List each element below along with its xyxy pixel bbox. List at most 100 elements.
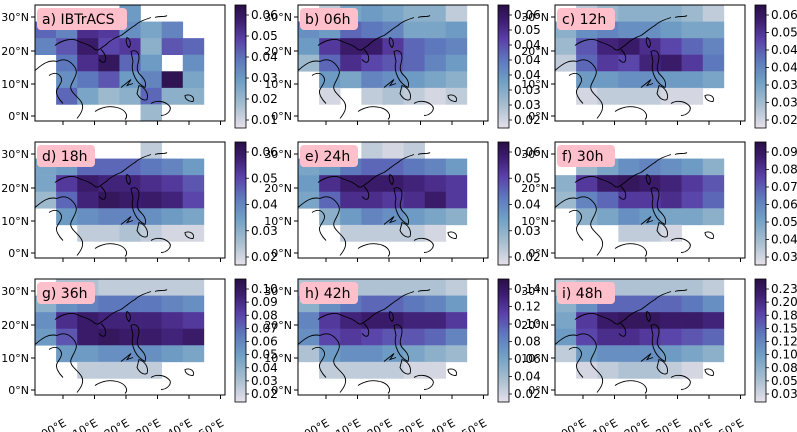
lon-tick-label: 150°E: [191, 416, 227, 432]
lat-tick-label: 30°N: [521, 11, 549, 24]
colorbar-tick-label: 0.03: [251, 224, 278, 238]
heatmap-cell: [702, 279, 725, 296]
heatmap-cell: [445, 54, 468, 72]
panel-2: b) 06h30°N20°N10°N0°N0.060.050.040.040.0…: [264, 4, 541, 129]
panel-label-box: [300, 282, 358, 304]
colorbar-tick-label: 0.18: [771, 308, 797, 322]
panel-label: c) 12h: [562, 12, 606, 28]
colorbar-tick-label: 0.05: [771, 26, 797, 40]
panel-label: i) 48h: [562, 286, 603, 302]
heatmap-cell: [56, 191, 78, 209]
heatmap-cell: [403, 54, 425, 72]
panel-label-box: [557, 8, 615, 30]
panel-label-box: [300, 145, 358, 167]
heatmap-cell: [298, 345, 320, 363]
heatmap-cell: [445, 328, 468, 346]
colorbar-tick-label: 0.02: [251, 387, 278, 401]
heatmap-cell: [361, 71, 383, 89]
heatmap-cell: [660, 38, 682, 56]
map-frame: [297, 141, 489, 259]
colorbar-tick-label: 0.05: [514, 171, 541, 185]
heatmap-cell: [182, 175, 205, 193]
lat-tick-label: 10°N: [521, 215, 549, 228]
heatmap-cell: [660, 361, 682, 379]
lon-tick-label: 100°E: [553, 416, 589, 432]
heatmap-cell: [424, 279, 447, 296]
heatmap-cell: [140, 361, 162, 379]
panel-3: c) 12h 30°N 20°N 10°N 0°N 0.06 0.05 0.04 0.04 0.0…: [521, 4, 797, 129]
heatmap-cell: [340, 328, 362, 346]
colorbar-tick-label: 0.03: [251, 71, 278, 85]
heatmap-cell: [182, 328, 205, 346]
heatmap-cell: [702, 295, 725, 313]
heatmap-cell: [119, 361, 141, 379]
panel-label: h) 42h: [305, 286, 350, 302]
heatmap-cell: [597, 361, 619, 379]
lat-tick-label: 30°N: [1, 285, 29, 298]
lon-tick-label: 150°E: [711, 416, 747, 432]
colorbar-tick-label: 0.06: [771, 8, 797, 22]
heatmap-cell: [618, 71, 640, 89]
heatmap-cell: [77, 208, 99, 226]
colorbar-tick-label: 0.04: [771, 43, 797, 57]
heatmap-cell: [361, 175, 383, 193]
lat-tick-label: 0°N: [271, 384, 292, 397]
heatmap-cell: [576, 87, 598, 105]
heatmap-cell: [77, 54, 99, 72]
lat-tick-label: 0°N: [8, 384, 29, 397]
heatmap-cell: [382, 295, 404, 313]
heatmap-cell: [403, 38, 425, 56]
heatmap-cell: [660, 21, 682, 39]
heatmap-cell: [140, 87, 162, 105]
heatmap-cell: [319, 71, 341, 89]
heatmap-cell: [340, 312, 362, 330]
heatmap-cell: [77, 71, 99, 89]
heatmap-cell: [618, 38, 640, 56]
heatmap-cell: [702, 345, 725, 363]
heatmap-cell: [445, 21, 468, 39]
heatmap-cell: [77, 191, 99, 209]
heatmap-cell: [445, 158, 468, 176]
heatmap-cell: [681, 175, 704, 193]
heatmap-cell: [618, 361, 640, 379]
colorbar-tick-label: 0.08: [771, 163, 797, 177]
heatmap-cell: [681, 191, 704, 209]
lat-tick-label: 0°N: [8, 247, 29, 260]
map-frame: [554, 4, 746, 122]
heatmap-cell: [182, 279, 205, 296]
heatmap-cell: [445, 87, 468, 105]
heatmap-cell: [382, 191, 404, 209]
heatmap-cell: [340, 71, 362, 89]
heatmap-cell: [319, 208, 341, 226]
heatmap-cell: [361, 312, 383, 330]
heatmap-cell: [140, 104, 162, 122]
heatmap-cell: [576, 328, 598, 346]
colorbar: [497, 4, 510, 129]
heatmap-cell: [361, 21, 383, 39]
colorbar-tick-label: 0.08: [514, 335, 541, 349]
lat-tick-label: 10°N: [1, 215, 29, 228]
heatmap-cell: [319, 87, 341, 105]
lat-tick-label: 30°N: [1, 11, 29, 24]
lat-tick-label: 10°N: [521, 78, 549, 91]
heatmap-cell: [403, 158, 425, 176]
map-frame: [554, 141, 746, 259]
heatmap-cell: [140, 312, 162, 330]
heatmap-cell: [618, 295, 640, 313]
lat-tick-label: 20°N: [264, 182, 292, 195]
panel-label-box: [37, 282, 95, 304]
heatmap-cell: [319, 361, 341, 379]
heatmap-cell: [35, 312, 57, 330]
heatmap-cell: [445, 38, 468, 56]
heatmap-cell: [702, 38, 725, 56]
colorbar-tick-label: 0.02: [251, 250, 278, 264]
heatmap-cell: [618, 175, 640, 193]
colorbar-tick-label: 0.05: [251, 29, 278, 43]
colorbar: [234, 4, 247, 129]
panel-7: g) 36h 30°N 20°N 10°N 0°N 100°E110°E120°E130°…: [1, 278, 278, 432]
heatmap-cell: [639, 191, 661, 209]
heatmap-cell: [298, 175, 320, 193]
heatmap-cell: [424, 224, 447, 242]
colorbar-tick-label: 0.04: [771, 61, 797, 75]
